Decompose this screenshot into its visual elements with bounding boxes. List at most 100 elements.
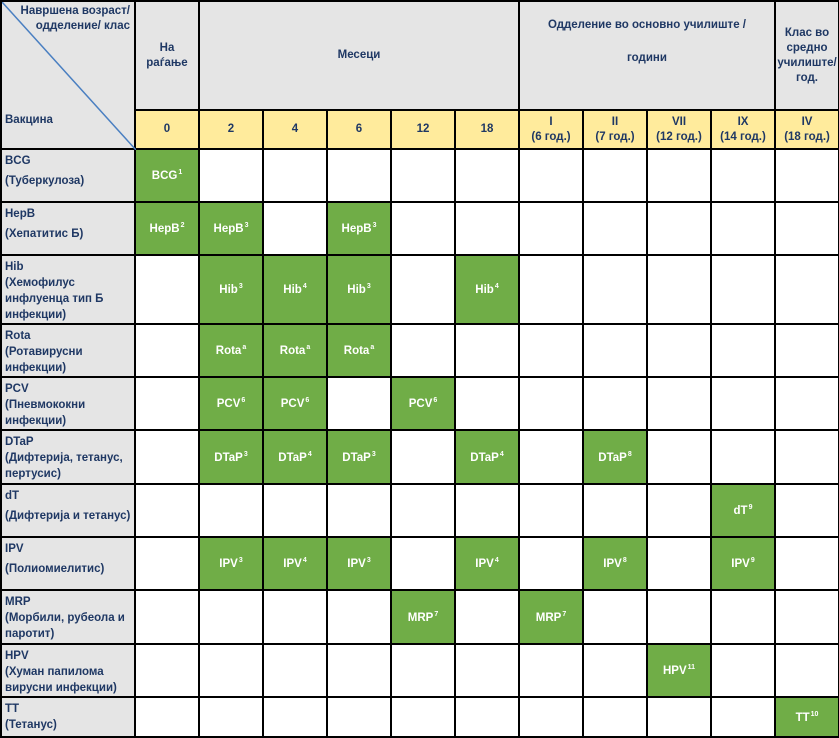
dose-footnote: 9 [750,557,755,564]
age-column-header: 18 [454,109,520,150]
dose-footnote: 3 [366,283,371,290]
empty-cell [709,254,777,325]
dose-label: IPV3 [347,557,371,570]
age-column-header: IV (18 год.) [774,109,839,150]
dose-cell: DTaP4 [454,429,520,485]
dose-cell: dT9 [709,483,777,538]
vaccine-label-cell: Rota (Ротавирусни инфекции) [0,323,136,378]
dose-label: IPV8 [603,557,627,570]
age-column-header: 4 [262,109,328,150]
dose-label: HepB3 [213,222,249,235]
vaccine-description: вирусни инфекции) [5,682,117,694]
empty-cell [774,429,839,485]
empty-cell [262,696,328,738]
empty-cell [390,536,456,591]
dose-cell: Rotaa [262,323,328,378]
dose-label: DTaP8 [598,450,632,464]
age-column-header: 0 [134,109,200,150]
empty-cell [454,483,520,538]
empty-cell [646,201,712,256]
vaccine-name: Hib [5,261,24,273]
dose-label: Rotaa [343,344,375,357]
dose-footnote: 8 [622,557,627,564]
vaccine-description: пертусис) [5,468,61,480]
empty-cell [774,589,839,645]
vaccine-description: (Ротавирусни [5,346,83,358]
dose-cell: MRP7 [518,589,584,645]
empty-cell [582,254,648,325]
dose-cell: PCV6 [198,376,264,431]
empty-cell [709,376,777,431]
empty-cell [134,376,200,431]
dose-footnote: 3 [238,557,243,564]
dose-cell: HepB3 [326,201,392,256]
empty-cell [518,376,584,431]
vaccine-row: BCG (Туберкулоза) BCG1 [0,148,839,203]
vaccine-row: dT (Дифтерија и тетанус) dT9 [0,483,839,538]
vaccine-label-cell: MRP (Морбили, рубеола и паротит) [0,589,136,645]
dose-label: PCV6 [216,397,246,410]
dose-label: PCV6 [408,397,438,410]
empty-cell [709,323,777,378]
vaccine-name: MRP [5,596,31,608]
empty-cell [582,323,648,378]
empty-cell [518,643,584,698]
dose-cell: IPV9 [709,536,777,591]
birth-group-header: На раѓање [134,0,200,111]
vaccine-label-cell: BCG (Туберкулоза) [0,148,136,203]
empty-cell [582,201,648,256]
empty-cell [518,201,584,256]
dose-label: Hib3 [347,283,371,296]
empty-cell [646,589,712,645]
vaccine-description: инфекции) [5,415,67,427]
empty-cell [518,148,584,203]
empty-cell [709,589,777,645]
empty-cell [582,376,648,431]
vaccine-name: Rota [5,330,31,342]
dose-label: Rotaa [279,344,311,357]
vaccine-row: DTaP (Дифтерија, тетанус, пертусис) DTaP3 DT… [0,429,839,485]
empty-cell [709,643,777,698]
vaccine-description: (Морбили, рубеола и [5,612,125,624]
dose-footnote: 4 [302,557,307,564]
dose-cell: HepB2 [134,201,200,256]
empty-cell [390,429,456,485]
empty-cell [326,148,392,203]
vaccine-name: TT [5,703,20,715]
dose-label: BCG1 [151,169,183,182]
vaccine-label-cell: dT (Дифтерија и тетанус) [0,483,136,538]
dose-label: Rotaa [215,344,247,357]
dose-label: DTaP3 [342,450,376,464]
highschool-group-header: Клас во средно училиште/ год. [774,0,839,111]
empty-cell [454,696,520,738]
dose-cell: MRP7 [390,589,456,645]
vaccine-label-cell: HPV (Хуман папилома вирусни инфекции) [0,643,136,698]
empty-cell [390,148,456,203]
empty-cell [390,483,456,538]
vaccine-name: PCV [5,383,29,395]
dose-label: DTaP4 [470,450,504,464]
dose-footnote: 4 [494,557,499,564]
dose-cell: IPV3 [326,536,392,591]
dose-label: TT10 [795,710,819,724]
dose-footnote: 2 [180,222,185,229]
dose-label: DTaP4 [278,450,312,464]
empty-cell [709,148,777,203]
dose-footnote: 3 [366,557,371,564]
empty-cell [518,429,584,485]
dose-cell: BCG1 [134,148,200,203]
header-row-groups: Навршена возраст/ одделение/ клас Вакцин… [0,0,839,150]
empty-cell [134,254,200,325]
dose-label: HPV11 [662,664,696,677]
empty-cell [198,483,264,538]
vaccine-description: (Пневмококни [5,399,86,411]
age-column-header: 12 [390,109,456,150]
empty-cell [326,483,392,538]
empty-cell [454,323,520,378]
empty-cell [326,589,392,645]
vaccine-label-cell: DTaP (Дифтерија, тетанус, пертусис) [0,429,136,485]
vaccine-row: IPV (Полиомиелитис) IPV3 IPV4 IPV3 IPV4 IPV8 IP… [0,536,839,591]
empty-cell [646,483,712,538]
empty-cell [646,254,712,325]
dose-cell: Hib4 [262,254,328,325]
